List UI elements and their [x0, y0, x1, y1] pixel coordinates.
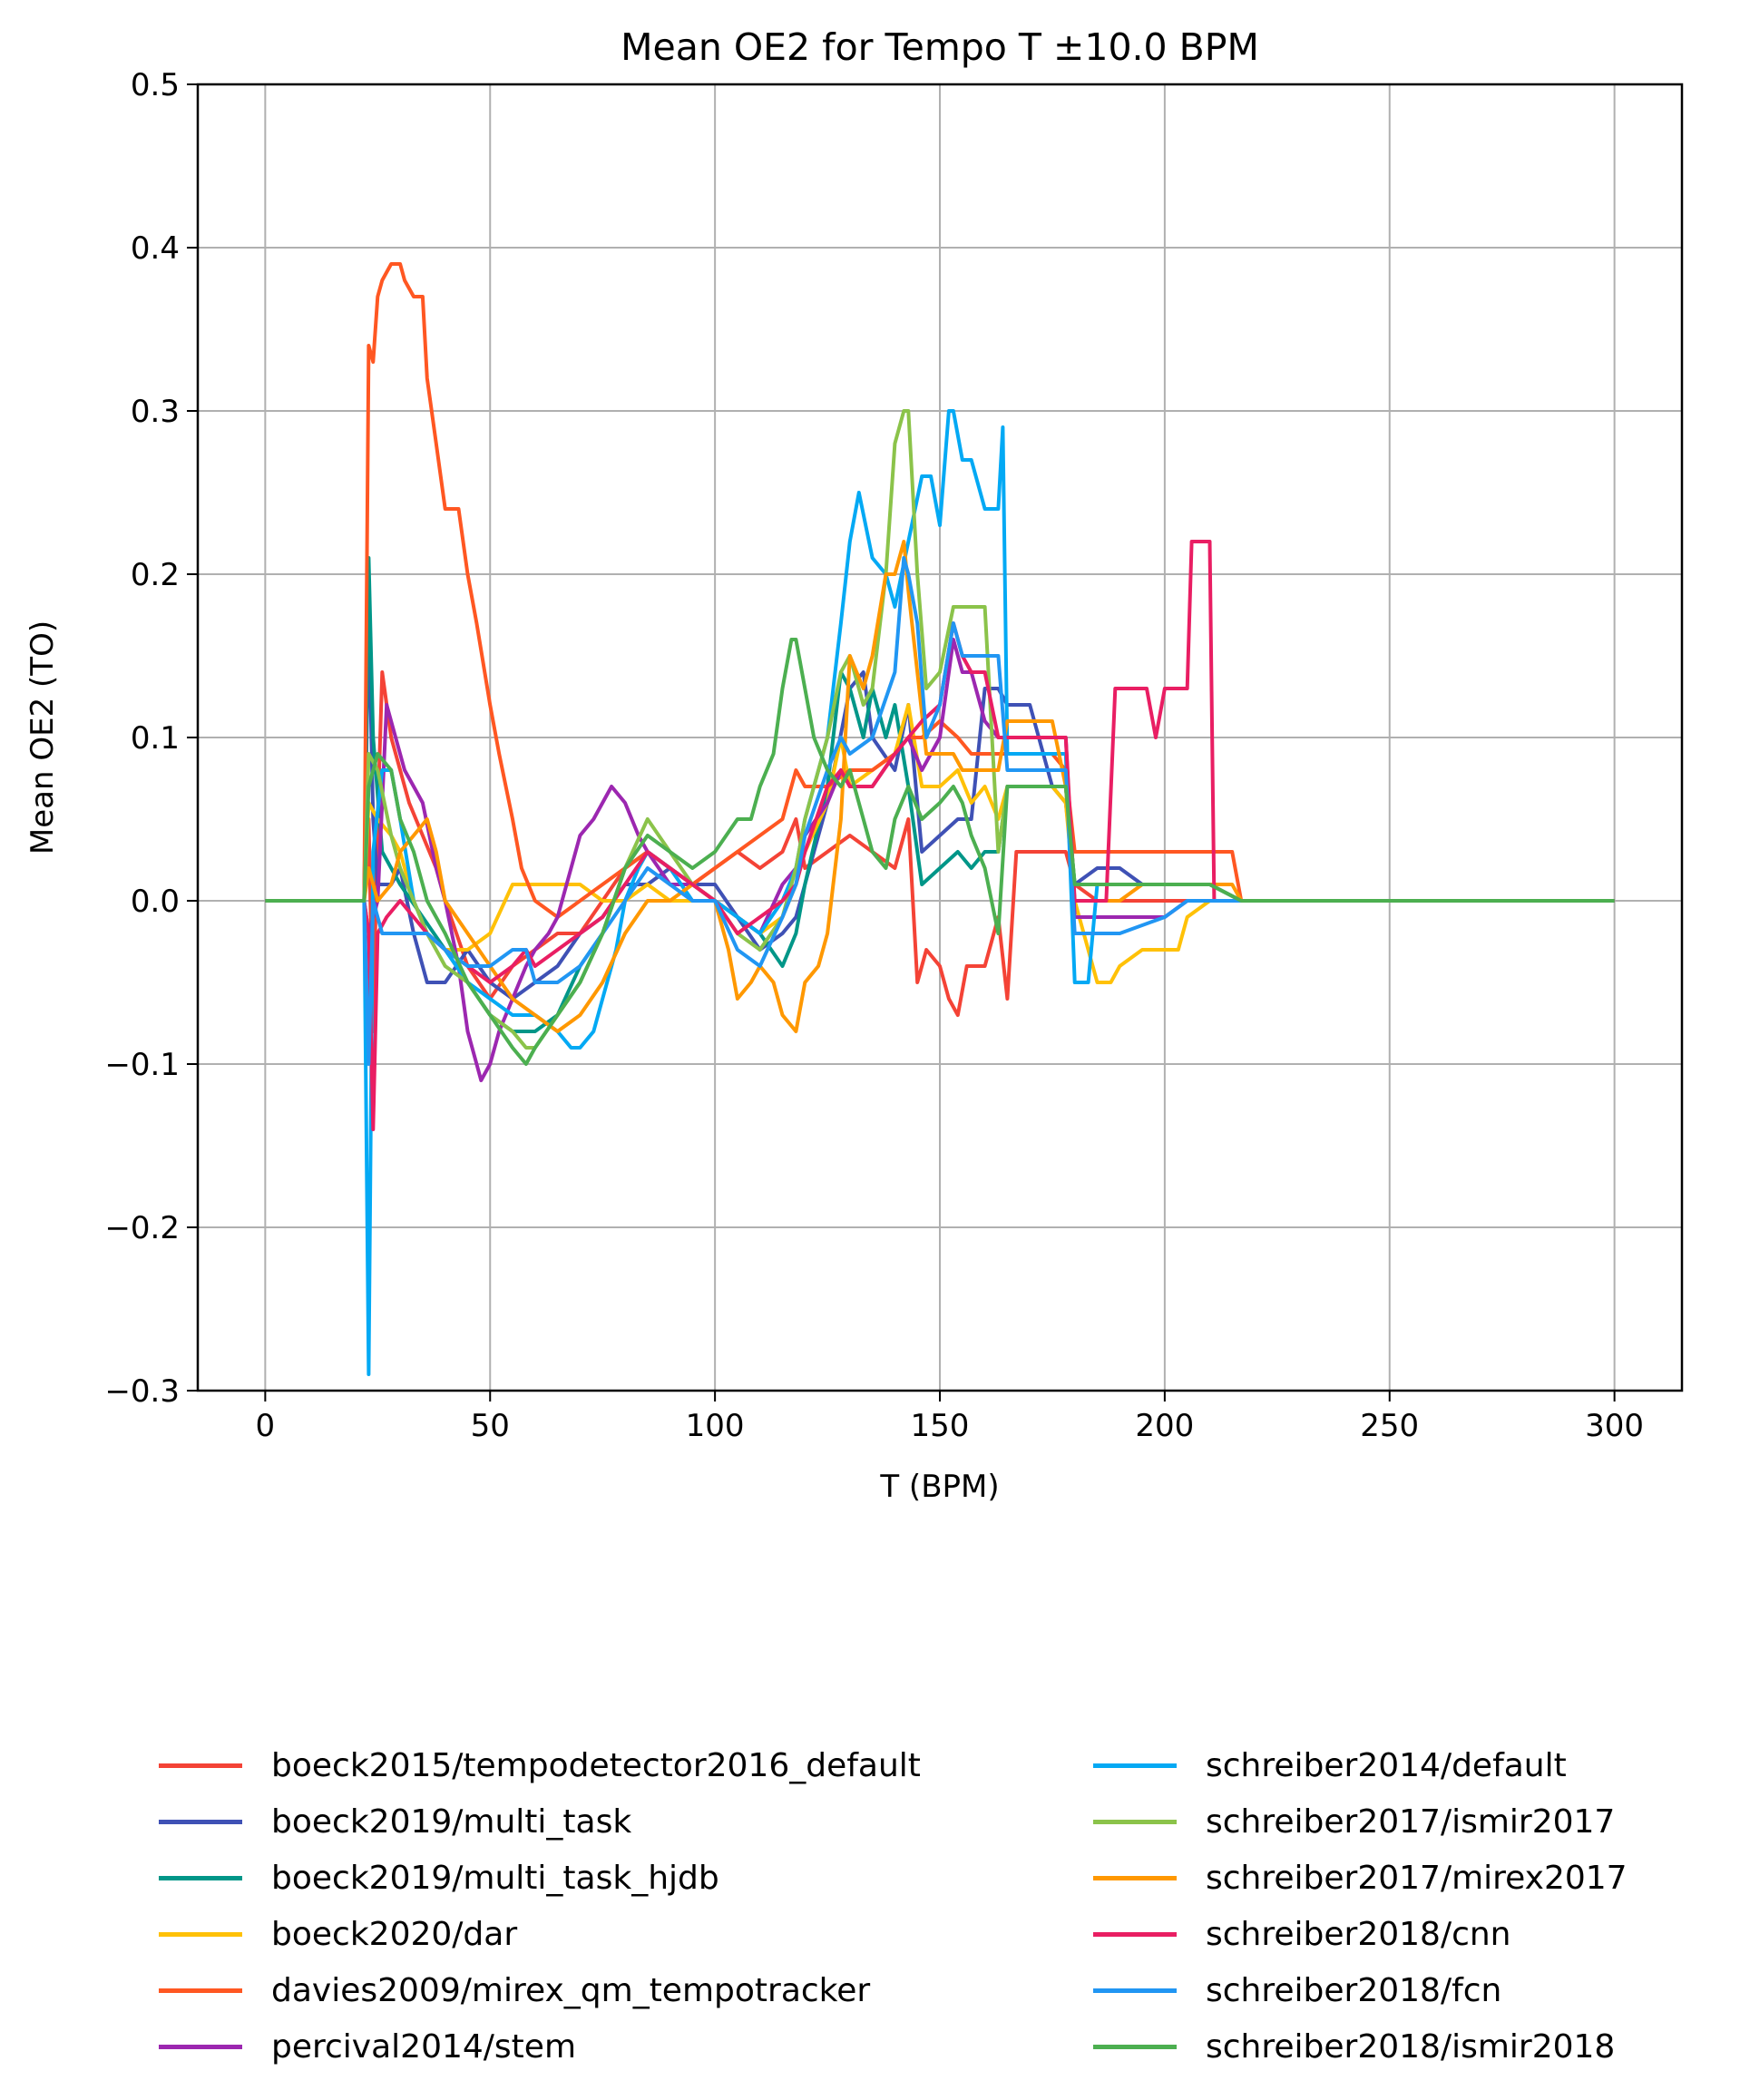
x-tick-label: 300	[1585, 1408, 1644, 1444]
legend-label: schreiber2018/cnn	[1206, 1915, 1511, 1953]
legend-label: percival2014/stem	[271, 2027, 577, 2066]
legend-swatch	[159, 1875, 242, 1880]
legend-item: schreiber2018/ismir2018	[1093, 2018, 1719, 2075]
legend-swatch	[1093, 1763, 1177, 1768]
y-tick-label: −0.2	[104, 1210, 180, 1246]
x-tick-label: 100	[686, 1408, 745, 1444]
legend-swatch	[159, 1763, 242, 1768]
x-tick-label: 250	[1360, 1408, 1419, 1444]
legend-item: schreiber2018/cnn	[1093, 1906, 1719, 1962]
legend-swatch	[159, 1931, 242, 1937]
legend-label: schreiber2018/ismir2018	[1206, 2027, 1616, 2066]
legend-item: schreiber2017/ismir2017	[1093, 1793, 1719, 1850]
y-tick-label: −0.1	[104, 1047, 180, 1083]
legend-item: schreiber2018/fcn	[1093, 1962, 1719, 2018]
x-tick-label: 50	[471, 1408, 510, 1444]
x-tick-label: 0	[256, 1408, 276, 1444]
legend-swatch	[1093, 1875, 1177, 1880]
x-axis-ticks: 0 50 100 150 200 250 300	[256, 1391, 1644, 1444]
legend-label: boeck2020/dar	[271, 1915, 518, 1953]
y-axis-ticks: −0.3 −0.2 −0.1 0.0 0.1 0.2 0.3 0.4 0.5	[104, 67, 198, 1410]
y-tick-label: 0.5	[131, 67, 180, 103]
series-line-0	[265, 670, 1615, 1033]
legend-swatch	[1093, 1931, 1177, 1937]
legend-label: davies2009/mirex_qm_tempotracker	[271, 1971, 871, 2009]
legend-label: schreiber2018/fcn	[1206, 1971, 1502, 2009]
legend-swatch	[159, 1988, 242, 1993]
legend-item: boeck2019/multi_task_hjdb	[159, 1850, 1093, 1906]
series-line-4	[265, 262, 1615, 919]
legend-swatch	[1093, 1988, 1177, 1993]
legend-label: schreiber2017/mirex2017	[1206, 1859, 1628, 1897]
legend-item: davies2009/mirex_qm_tempotracker	[159, 1962, 1093, 2018]
legend-item: boeck2020/dar	[159, 1906, 1093, 1962]
legend-item: percival2014/stem	[159, 2018, 1093, 2075]
legend-label: boeck2019/multi_task_hjdb	[271, 1859, 719, 1897]
y-tick-label: 0.1	[131, 720, 180, 757]
legend-swatch	[1093, 2044, 1177, 2049]
y-tick-label: 0.3	[131, 394, 180, 430]
legend-item: boeck2015/tempodetector2016_default	[159, 1737, 1093, 1793]
y-tick-label: 0.2	[131, 557, 180, 593]
y-tick-label: 0.4	[131, 230, 180, 267]
legend-swatch	[1093, 1819, 1177, 1824]
y-tick-label: 0.0	[131, 884, 180, 920]
chart-title: Mean OE2 for Tempo T ±10.0 BPM	[621, 25, 1259, 69]
legend-label: schreiber2017/ismir2017	[1206, 1802, 1616, 1841]
y-tick-label: −0.3	[104, 1373, 180, 1410]
series-line-3	[265, 703, 1615, 984]
legend-swatch	[159, 1819, 242, 1824]
x-tick-label: 200	[1135, 1408, 1194, 1444]
x-tick-label: 150	[911, 1408, 970, 1444]
legend-item: boeck2019/multi_task	[159, 1793, 1093, 1850]
y-axis-label: Mean OE2 (TO)	[24, 620, 61, 855]
series-lines	[265, 262, 1615, 1376]
legend-label: boeck2015/tempodetector2016_default	[271, 1746, 921, 1784]
legend-item: schreiber2017/mirex2017	[1093, 1850, 1719, 1906]
legend-swatch	[159, 2044, 242, 2049]
series-line-11	[265, 638, 1615, 1066]
x-axis-label: T (BPM)	[879, 1469, 999, 1505]
legend-label: schreiber2014/default	[1206, 1746, 1567, 1784]
legend-item: schreiber2014/default	[1093, 1737, 1719, 1793]
legend-label: boeck2019/multi_task	[271, 1802, 632, 1841]
